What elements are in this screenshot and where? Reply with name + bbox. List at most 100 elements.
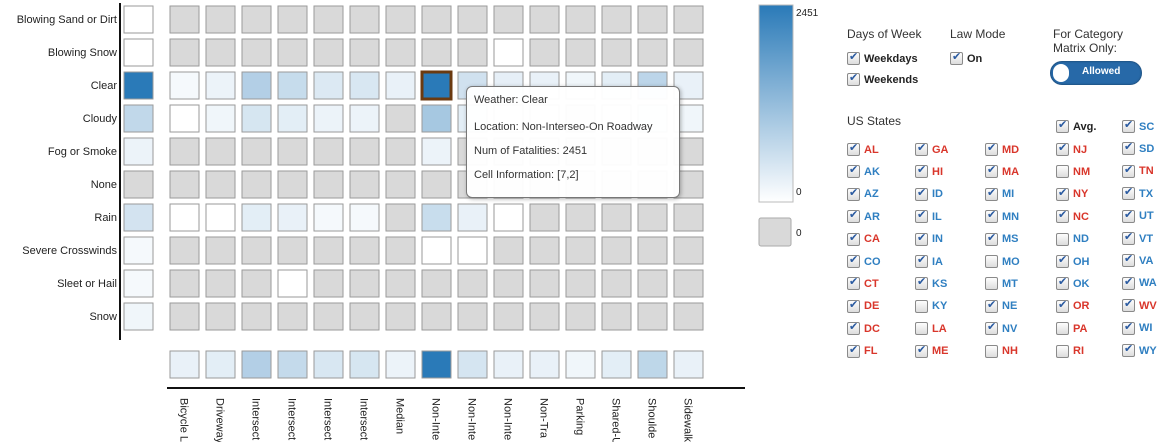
heatmap-cell[interactable] [385, 104, 416, 133]
heatmap-cell[interactable] [349, 170, 380, 199]
heatmap-cell[interactable] [529, 302, 560, 331]
row-total-cell[interactable] [123, 38, 154, 67]
state-checkbox-wv[interactable]: WV [1122, 297, 1157, 313]
heatmap-cell[interactable] [349, 137, 380, 166]
heatmap-cell[interactable] [349, 71, 380, 100]
heatmap-cell[interactable] [313, 38, 344, 67]
heatmap-cell[interactable] [241, 203, 272, 232]
weekdays-checkbox[interactable]: Weekdays [847, 50, 918, 65]
heatmap-cell[interactable] [277, 38, 308, 67]
col-total-cell[interactable] [673, 350, 704, 379]
heatmap-cell[interactable] [205, 71, 236, 100]
state-checkbox-nh[interactable]: NH [985, 344, 1018, 358]
state-checkbox-ms[interactable]: MS [985, 231, 1019, 246]
heatmap-cell[interactable] [565, 38, 596, 67]
heatmap-cell[interactable] [169, 137, 200, 166]
state-checkbox-tn[interactable]: TN [1122, 163, 1154, 178]
state-checkbox-ne[interactable]: NE [985, 298, 1017, 313]
heatmap-cell[interactable] [169, 236, 200, 265]
heatmap-cell[interactable] [205, 269, 236, 298]
heatmap-cell[interactable] [385, 137, 416, 166]
heatmap-cell[interactable] [565, 236, 596, 265]
heatmap-cell[interactable] [421, 104, 452, 133]
heatmap-cell[interactable] [349, 302, 380, 331]
state-checkbox-vt[interactable]: VT [1122, 230, 1153, 245]
heatmap-cell[interactable] [637, 269, 668, 298]
state-checkbox-nv[interactable]: NV [985, 320, 1017, 336]
state-checkbox-mi[interactable]: MI [985, 186, 1014, 201]
heatmap-cell[interactable] [169, 203, 200, 232]
state-checkbox-or[interactable]: OR [1056, 298, 1090, 313]
col-total-cell[interactable] [529, 350, 560, 379]
col-total-cell[interactable] [241, 350, 272, 379]
heatmap-cell[interactable] [457, 5, 488, 34]
heatmap-cell[interactable] [205, 104, 236, 133]
heatmap-cell[interactable] [601, 203, 632, 232]
heatmap-cell[interactable] [205, 170, 236, 199]
state-checkbox-pa[interactable]: PA [1056, 322, 1087, 336]
heatmap-cell[interactable] [277, 302, 308, 331]
heatmap-cell[interactable] [349, 203, 380, 232]
heatmap-cell[interactable] [601, 302, 632, 331]
heatmap-cell[interactable] [529, 203, 560, 232]
heatmap-cell[interactable] [169, 302, 200, 331]
state-checkbox-sd[interactable]: SD [1122, 140, 1154, 156]
heatmap-cell[interactable] [169, 170, 200, 199]
heatmap-cell[interactable] [349, 269, 380, 298]
state-checkbox-id[interactable]: ID [915, 186, 943, 201]
heatmap-cell[interactable] [385, 269, 416, 298]
heatmap-cell[interactable] [313, 104, 344, 133]
heatmap-cell[interactable] [637, 203, 668, 232]
state-checkbox-ga[interactable]: GA [915, 141, 949, 156]
law-mode-checkbox[interactable]: On [950, 50, 982, 65]
heatmap-cell[interactable] [205, 236, 236, 265]
col-total-cell[interactable] [457, 350, 488, 379]
state-checkbox-ca[interactable]: CA [847, 231, 880, 246]
col-total-cell[interactable] [349, 350, 380, 379]
heatmap-cell[interactable] [205, 203, 236, 232]
state-checkbox-dc[interactable]: DC [847, 320, 880, 336]
heatmap-cell[interactable] [457, 269, 488, 298]
state-checkbox-ny[interactable]: NY [1056, 186, 1088, 201]
heatmap-cell[interactable] [601, 269, 632, 298]
heatmap-cell[interactable] [277, 170, 308, 199]
heatmap-cell[interactable] [493, 5, 524, 34]
heatmap-cell[interactable] [565, 302, 596, 331]
heatmap-cell[interactable] [313, 302, 344, 331]
state-checkbox-co[interactable]: CO [847, 253, 881, 268]
heatmap-cell[interactable] [349, 236, 380, 265]
heatmap-cell[interactable] [349, 38, 380, 67]
heatmap-cell[interactable] [313, 236, 344, 265]
col-total-cell[interactable] [169, 350, 200, 379]
heatmap-cell[interactable] [421, 5, 452, 34]
heatmap-cell[interactable] [421, 203, 452, 232]
heatmap-cell[interactable] [601, 38, 632, 67]
heatmap-cell[interactable] [241, 302, 272, 331]
state-checkbox-ok[interactable]: OK [1056, 275, 1090, 291]
state-checkbox-hi[interactable]: HI [915, 163, 943, 179]
row-total-cell[interactable] [123, 104, 154, 133]
heatmap-cell[interactable] [673, 269, 704, 298]
state-checkbox-il[interactable]: IL [915, 208, 942, 224]
heatmap-cell[interactable] [421, 269, 452, 298]
heatmap-cell[interactable] [385, 302, 416, 331]
heatmap-cell[interactable] [313, 170, 344, 199]
heatmap-cell[interactable] [673, 203, 704, 232]
heatmap-cell[interactable] [385, 203, 416, 232]
heatmap-cell[interactable] [673, 5, 704, 34]
heatmap-cell[interactable] [421, 38, 452, 67]
heatmap-cell[interactable] [493, 302, 524, 331]
row-total-cell[interactable] [123, 236, 154, 265]
heatmap-cell[interactable] [637, 236, 668, 265]
heatmap-cell[interactable] [565, 269, 596, 298]
heatmap-cell[interactable] [241, 38, 272, 67]
heatmap-cell[interactable] [313, 203, 344, 232]
heatmap-cell[interactable] [277, 104, 308, 133]
row-total-cell[interactable] [123, 5, 154, 34]
heatmap-cell[interactable] [529, 5, 560, 34]
row-total-cell[interactable] [123, 302, 154, 331]
heatmap-cell[interactable] [241, 269, 272, 298]
col-total-cell[interactable] [637, 350, 668, 379]
state-checkbox-wi[interactable]: WI [1122, 320, 1152, 335]
heatmap-cell[interactable] [241, 71, 272, 100]
